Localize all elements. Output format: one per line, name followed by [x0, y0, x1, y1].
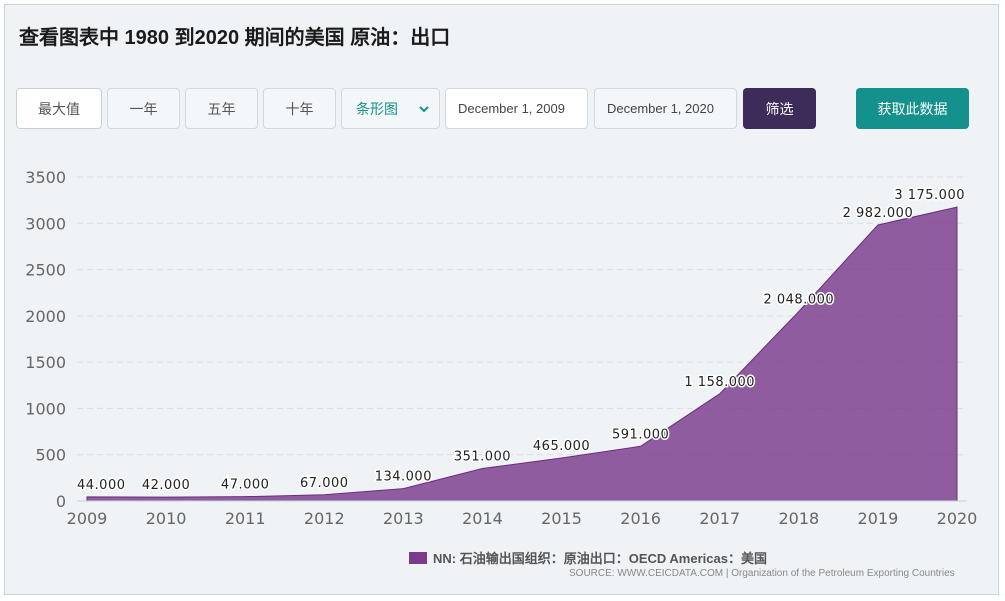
data-label: 2 048.000	[763, 292, 834, 307]
y-tick-label: 2000	[25, 307, 66, 326]
chart-type-select[interactable]: 条形图	[341, 88, 440, 129]
x-tick-label: 2013	[383, 509, 424, 528]
x-tick-label: 2019	[858, 509, 899, 528]
chart-legend: NN: 石油输出国组织：原油出口：OECD Americas：美国	[409, 548, 767, 567]
data-label: 1 158.000	[684, 375, 755, 390]
chevron-down-icon	[419, 106, 429, 113]
x-tick-label: 2015	[541, 509, 582, 528]
legend-swatch	[409, 551, 427, 564]
range-10y-button[interactable]: 十年	[263, 88, 336, 129]
x-tick-label: 2020	[937, 509, 978, 528]
source-note: SOURCE: WWW.CEICDATA.COM | Organization …	[569, 568, 955, 579]
range-max-button[interactable]: 最大值	[16, 88, 102, 129]
x-tick-label: 2017	[699, 509, 740, 528]
data-label: 465.000	[533, 439, 590, 454]
legend-label: NN: 石油输出国组织：原油出口：OECD Americas：美国	[433, 551, 767, 566]
y-tick-label: 0	[56, 492, 66, 511]
x-tick-label: 2011	[225, 509, 266, 528]
data-label: 3 175.000	[894, 188, 965, 203]
data-label: 47.000	[221, 478, 270, 493]
data-label: 42.000	[142, 478, 191, 493]
filter-button[interactable]: 筛选	[743, 88, 816, 129]
data-label: 134.000	[375, 470, 432, 485]
data-label: 2 982.000	[843, 206, 914, 221]
range-1y-button[interactable]: 一年	[107, 88, 180, 129]
data-label: 351.000	[454, 450, 511, 465]
y-tick-label: 3500	[25, 168, 66, 187]
start-date-input[interactable]	[445, 88, 588, 129]
y-tick-label: 2500	[25, 261, 66, 280]
y-tick-label: 1500	[25, 353, 66, 372]
y-tick-label: 1000	[25, 399, 66, 418]
x-tick-label: 2009	[67, 509, 108, 528]
series-area	[86, 206, 958, 502]
get-data-button[interactable]: 获取此数据	[856, 88, 969, 129]
x-tick-label: 2012	[304, 509, 345, 528]
chart-type-value: 条形图	[356, 100, 398, 117]
data-label: 591.000	[612, 427, 669, 442]
range-5y-button[interactable]: 五年	[185, 88, 258, 129]
x-tick-label: 2018	[778, 509, 819, 528]
data-label: 67.000	[300, 476, 349, 491]
end-date-input[interactable]	[594, 88, 737, 129]
x-tick-label: 2014	[462, 509, 503, 528]
data-label: 44.000	[77, 478, 126, 493]
page-title: 查看图表中 1980 到2020 期间的美国 原油：出口	[19, 27, 451, 49]
y-tick-label: 500	[35, 446, 66, 465]
x-tick-label: 2016	[620, 509, 661, 528]
x-tick-label: 2010	[146, 509, 187, 528]
y-tick-label: 3000	[25, 214, 66, 233]
